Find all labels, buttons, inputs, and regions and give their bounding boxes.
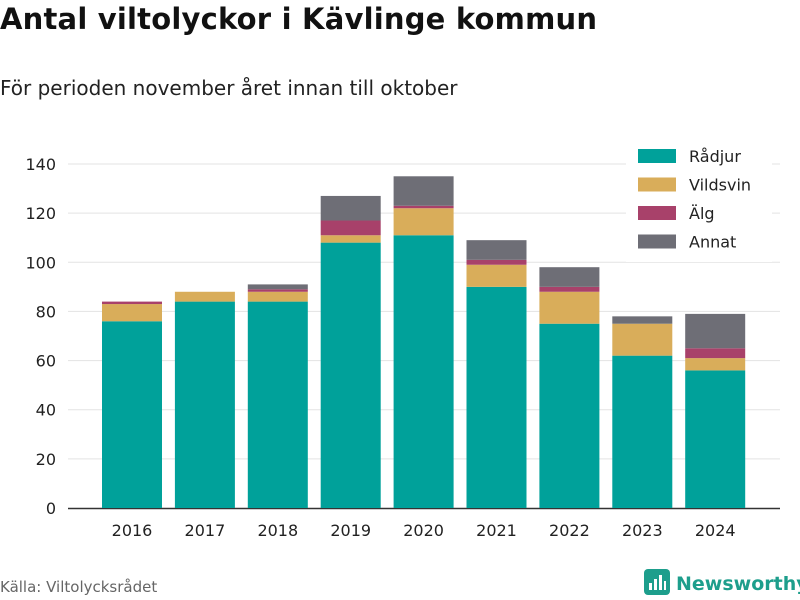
y-tick-label: 100 <box>25 253 56 272</box>
bar-segment-älg <box>539 286 600 292</box>
x-tick-label: 2016 <box>112 521 153 540</box>
bar-segment-vildsvin <box>174 291 235 302</box>
bar-segment-vildsvin <box>685 358 746 371</box>
x-tick-label: 2021 <box>476 521 517 540</box>
bar-segment-rådjur <box>247 301 308 508</box>
bars <box>102 176 746 508</box>
bar-segment-älg <box>466 259 527 265</box>
y-tick-label: 80 <box>36 302 56 321</box>
chart-subtitle: För perioden november året innan till ok… <box>0 76 458 100</box>
legend: Rådjur Vildsvin Älg Annat <box>626 142 772 262</box>
bar-segment-rådjur <box>102 321 162 508</box>
bar-segment-rådjur <box>466 286 527 508</box>
legend-label: Älg <box>689 204 715 223</box>
y-tick-label: 60 <box>36 352 56 371</box>
y-tick-label: 140 <box>25 155 56 174</box>
bar-segment-annat <box>539 267 600 287</box>
y-axis-ticks: 0 20 40 60 80 100 120 140 <box>25 155 56 518</box>
legend-swatch <box>638 234 676 249</box>
bar-segment-rådjur <box>320 242 381 508</box>
bar-segment-annat <box>466 240 527 260</box>
legend-label: Rådjur <box>689 147 741 166</box>
x-tick-label: 2019 <box>330 521 371 540</box>
bar-segment-vildsvin <box>320 235 381 243</box>
x-tick-label: 2023 <box>622 521 663 540</box>
bar-segment-annat <box>612 316 673 324</box>
bar-segment-älg <box>320 220 381 236</box>
source-note: Källa: Viltolycksrådet <box>0 578 158 596</box>
bar-segment-vildsvin <box>612 323 673 356</box>
bar-segment-vildsvin <box>247 291 308 302</box>
legend-swatch <box>638 206 676 220</box>
bar-segment-rådjur <box>393 235 454 508</box>
bar-chart-logo-icon <box>644 569 670 599</box>
bar-segment-rådjur <box>685 370 746 508</box>
x-tick-label: 2020 <box>403 521 444 540</box>
x-tick-label: 2018 <box>257 521 298 540</box>
bar-segment-vildsvin <box>466 264 527 287</box>
bar-segment-annat <box>393 176 454 206</box>
bar-segment-rådjur <box>174 301 235 508</box>
bar-segment-älg <box>685 348 746 359</box>
chart-title: Antal viltolyckor i Kävlinge kommun <box>0 2 598 36</box>
legend-label: Vildsvin <box>689 176 751 195</box>
y-tick-label: 40 <box>36 401 56 420</box>
y-tick-label: 20 <box>36 450 56 469</box>
legend-swatch <box>638 177 676 192</box>
bar-segment-älg <box>247 289 308 292</box>
x-tick-label: 2022 <box>549 521 590 540</box>
x-tick-label: 2024 <box>695 521 736 540</box>
x-tick-label: 2017 <box>185 521 226 540</box>
legend-swatch <box>638 149 676 163</box>
x-axis-ticks: 2016 2017 2018 2019 2020 2021 2022 2023 2024 <box>112 521 736 540</box>
bar-segment-vildsvin <box>393 208 454 236</box>
bar-segment-vildsvin <box>539 291 600 324</box>
bar-segment-annat <box>685 313 746 349</box>
bar-segment-rådjur <box>612 355 673 508</box>
brand-name: Newsworthy <box>676 573 800 595</box>
legend-label: Annat <box>689 233 736 252</box>
bar-segment-annat <box>320 195 381 221</box>
bar-segment-rådjur <box>539 323 600 508</box>
bar-segment-vildsvin <box>102 304 162 322</box>
bar-segment-annat <box>247 284 308 290</box>
bar-segment-älg <box>393 205 454 209</box>
brand-logo: Newsworthy <box>644 569 800 599</box>
bar-segment-älg <box>102 301 162 305</box>
y-tick-label: 120 <box>25 204 56 223</box>
y-tick-label: 0 <box>46 499 56 518</box>
